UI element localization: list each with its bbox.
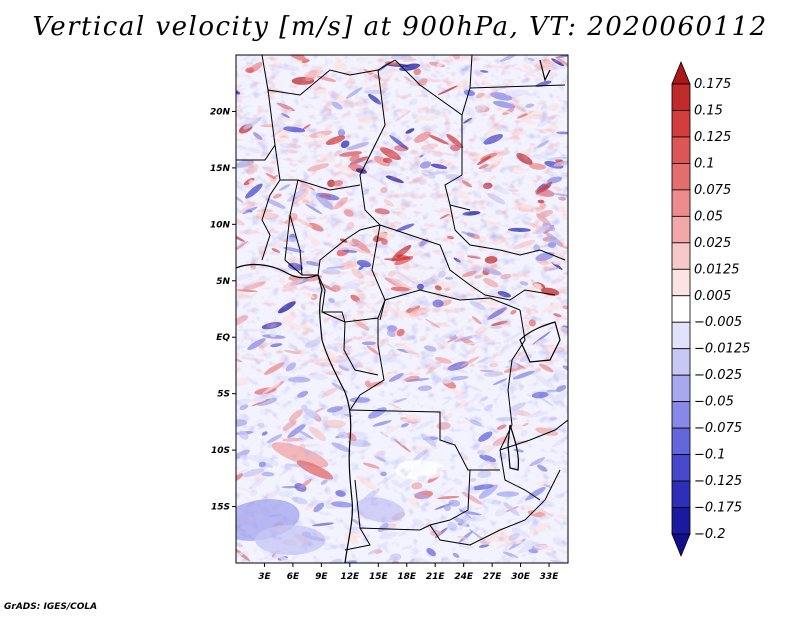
colorbar-swatch — [671, 454, 691, 482]
latitude-axis: 20N 15N 10N 5N EQ 5S 10S 15S — [210, 107, 236, 513]
lon-tick-label: 24E — [454, 572, 474, 582]
lat-tick-label: 5S — [217, 390, 230, 400]
lat-tick-label: 20N — [210, 107, 231, 117]
colorbar-label: −0.2 — [694, 527, 726, 542]
lat-tick-label: EQ — [216, 333, 230, 343]
colorbar-label: 0.175 — [694, 77, 731, 92]
colorbar-label: 0.025 — [694, 236, 731, 251]
grads-credit: GrADS: IGES/COLA — [4, 602, 98, 612]
colorbar-swatch — [671, 321, 691, 350]
colorbar-label: 0.005 — [694, 289, 731, 304]
colorbar-swatch — [671, 215, 691, 244]
plot-frame — [235, 54, 569, 564]
lon-tick-label: 27E — [483, 572, 503, 582]
colorbar-label: −0.05 — [694, 395, 734, 410]
lat-tick-label: 10N — [210, 220, 231, 230]
colorbar-label: 0.05 — [694, 209, 723, 224]
lat-tick-label: 10S — [211, 446, 230, 456]
colorbar-swatch — [671, 348, 691, 376]
lon-tick-label: 9E — [315, 572, 328, 582]
colorbar-swatch — [671, 83, 691, 111]
colorbar-swatch — [671, 163, 691, 191]
colorbar-swatch — [671, 427, 691, 455]
lat-tick-label: 5N — [216, 277, 230, 287]
colorbar-label: −0.075 — [694, 421, 742, 436]
coastline — [236, 59, 561, 563]
colorbar-swatch — [671, 268, 691, 297]
colorbar-label: −0.005 — [694, 315, 742, 330]
colorbar-max-triangle — [671, 60, 691, 85]
lon-tick-label: 21E — [426, 572, 446, 582]
lon-tick-label: 15E — [369, 572, 389, 582]
lon-tick-label: 18E — [397, 572, 417, 582]
colorbar-swatch — [671, 295, 691, 323]
colorbar-label: −0.175 — [694, 501, 742, 516]
colorbar-label: −0.025 — [694, 368, 742, 383]
lon-tick-label: 30E — [511, 572, 531, 582]
colorbar-label: −0.125 — [694, 474, 742, 489]
chart-title: Vertical velocity [m/s] at 900hPa, VT: 2… — [32, 12, 768, 42]
longitude-axis: 3E 6E 9E 12E 15E 18E 21E 24E 27E 30E 33E — [258, 563, 559, 582]
colorbar-swatch — [671, 110, 691, 138]
colorbar-swatch — [671, 374, 691, 403]
colorbar-label: 0.0125 — [694, 262, 740, 277]
lon-tick-label: 33E — [540, 572, 560, 582]
lon-tick-label: 3E — [258, 572, 271, 582]
colorbar-swatch — [671, 507, 691, 535]
colorbar-min-triangle — [671, 533, 691, 558]
lat-tick-label: 15S — [211, 503, 230, 513]
colorbar-label: −0.0125 — [694, 342, 750, 357]
colorbar-label: −0.1 — [694, 448, 726, 463]
lat-tick-label: 15N — [210, 164, 231, 174]
colorbar-swatch — [671, 242, 691, 270]
colorbar-swatch — [671, 189, 691, 217]
colorbar-label: 0.15 — [694, 103, 723, 118]
lon-tick-label: 12E — [340, 572, 360, 582]
colorbar-swatch — [671, 401, 691, 429]
colorbar-label: 0.125 — [694, 130, 731, 145]
colorbar-label: 0.1 — [694, 156, 715, 171]
colorbar-label: 0.075 — [694, 183, 731, 198]
country-borders — [236, 55, 568, 551]
lon-tick-label: 6E — [287, 572, 300, 582]
colorbar-swatch — [671, 480, 691, 508]
colorbar-swatch — [671, 136, 691, 164]
